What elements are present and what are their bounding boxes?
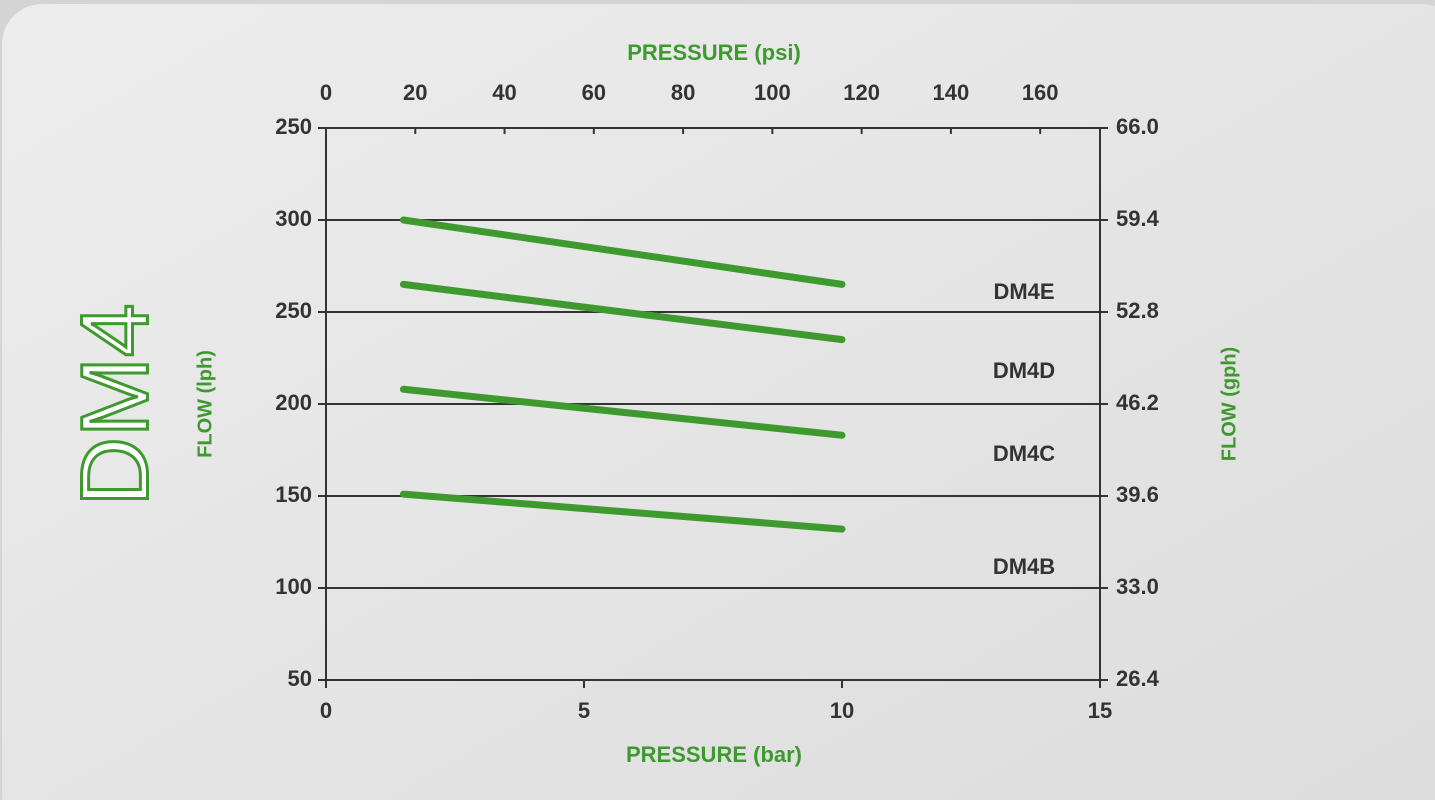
x-tick-label: 5: [578, 698, 590, 723]
x2-tick-label: 140: [933, 80, 970, 105]
y2-tick-label: 52.8: [1116, 298, 1159, 323]
series-label: DM4C: [993, 441, 1055, 466]
series-line: [399, 216, 846, 288]
x-tick-label: 0: [320, 698, 332, 723]
x-tick-label: 10: [830, 698, 854, 723]
x2-axis-label: PRESSURE (psi): [627, 40, 801, 65]
series-label: DM4D: [993, 358, 1055, 383]
series-line: [399, 490, 846, 533]
y2-tick-label: 33.0: [1116, 574, 1159, 599]
x2-tick-label: 0: [320, 80, 332, 105]
y2-tick-label: 46.2: [1116, 390, 1159, 415]
x2-tick-label: 60: [582, 80, 606, 105]
y-tick-label: 100: [275, 574, 312, 599]
y-tick-label: 150: [275, 482, 312, 507]
x2-tick-label: 40: [492, 80, 516, 105]
series-label: DM4B: [993, 554, 1055, 579]
series-label: DM4E: [993, 279, 1054, 304]
y-tick-label: 50: [288, 666, 312, 691]
series-line: [399, 280, 846, 344]
x2-tick-label: 100: [754, 80, 791, 105]
y-tick-label: 300: [275, 206, 312, 231]
chart-title: DM4: [61, 304, 168, 507]
panel: [2, 4, 1435, 800]
x2-tick-label: 20: [403, 80, 427, 105]
x2-tick-label: 80: [671, 80, 695, 105]
y2-tick-label: 39.6: [1116, 482, 1159, 507]
y-tick-label: 200: [275, 390, 312, 415]
y-tick-label: 250: [275, 298, 312, 323]
x-tick-label: 15: [1088, 698, 1112, 723]
y-axis-label: FLOW (lph): [194, 350, 216, 458]
y-tick-label: 250: [275, 114, 312, 139]
y2-tick-label: 26.4: [1116, 666, 1160, 691]
y2-tick-label: 59.4: [1116, 206, 1160, 231]
y2-axis-label: FLOW (gph): [1218, 347, 1240, 461]
x2-tick-label: 120: [843, 80, 880, 105]
y2-tick-label: 66.0: [1116, 114, 1159, 139]
series-line: [399, 385, 846, 439]
x2-tick-label: 160: [1022, 80, 1059, 105]
x-axis-label: PRESSURE (bar): [626, 742, 802, 767]
